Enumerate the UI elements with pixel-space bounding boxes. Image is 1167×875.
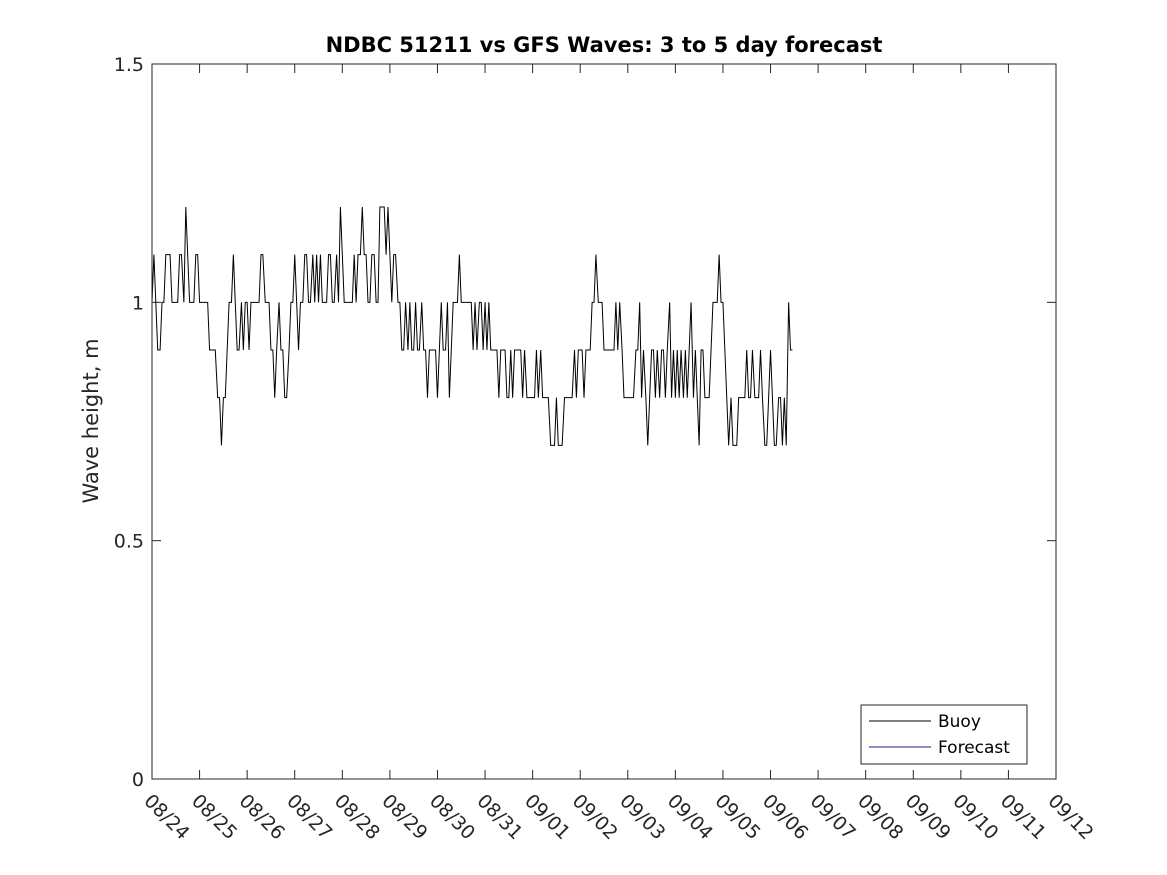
legend-label-buoy: Buoy: [938, 712, 981, 732]
y-tick-label: 0: [132, 769, 144, 791]
legend-box: [860, 704, 1028, 765]
legend-label-forecast: Forecast: [938, 738, 1010, 758]
series-layer: [151, 206, 793, 446]
y-tick-label: 0.5: [114, 531, 144, 553]
y-axis-label: Wave height, m: [79, 338, 103, 503]
legend: Buoy Forecast: [860, 704, 1028, 765]
y-axis: 0 0.5 1 1.5: [114, 54, 1056, 791]
y-tick-label: 1.5: [114, 54, 144, 76]
y-tick-label: 1: [132, 292, 144, 314]
series-line-buoy: [151, 206, 793, 446]
plot-frame: [151, 63, 1057, 780]
plot-area: [152, 64, 1056, 779]
chart-title: NDBC 51211 vs GFS Waves: 3 to 5 day fore…: [326, 33, 883, 57]
